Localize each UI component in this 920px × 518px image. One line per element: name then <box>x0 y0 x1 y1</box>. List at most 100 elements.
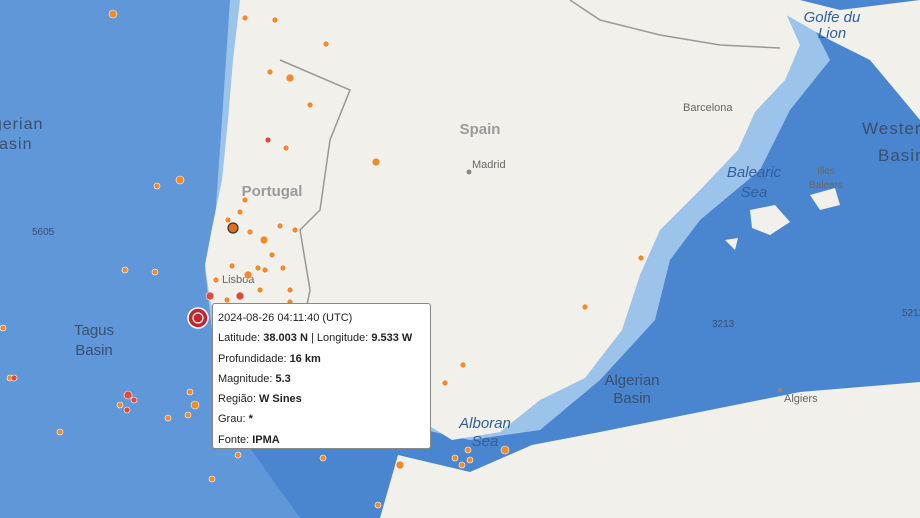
popup-label: Latitude: <box>218 332 261 345</box>
sea-label: WesternBasin <box>862 119 920 165</box>
earthquake-marker[interactable] <box>581 303 589 311</box>
popup-label: Grau: <box>218 413 246 426</box>
earthquake-marker[interactable] <box>637 254 645 262</box>
earthquake-marker[interactable] <box>395 460 405 470</box>
popup-label: Profundidade: <box>218 352 287 365</box>
earthquake-marker[interactable] <box>276 222 284 230</box>
popup-value: W Sines <box>258 393 302 406</box>
popup-label: Região: <box>218 393 256 406</box>
earthquake-marker[interactable] <box>0 324 7 332</box>
country-label: Spain <box>460 121 501 138</box>
depth-label: 5605 <box>32 227 55 238</box>
city-dot <box>777 387 783 393</box>
popup-value: 5.3 <box>275 372 291 385</box>
earthquake-marker[interactable] <box>371 157 381 167</box>
land <box>760 0 920 120</box>
popup-value: 16 km <box>289 352 321 365</box>
popup-label: Magnitude: <box>218 372 273 385</box>
popup-row: Latitude: 38.003 N | Longitude: 9.533 W <box>218 328 425 348</box>
earthquake-marker[interactable] <box>228 262 236 270</box>
earthquake-marker[interactable] <box>279 264 287 272</box>
earthquake-marker[interactable] <box>256 286 264 294</box>
earthquake-marker[interactable] <box>246 228 254 236</box>
earthquake-marker[interactable] <box>464 446 472 454</box>
earthquake-marker[interactable] <box>108 9 118 19</box>
earthquake-marker[interactable] <box>261 266 269 274</box>
earthquake-marker[interactable] <box>322 40 330 48</box>
earthquake-marker[interactable] <box>243 270 253 280</box>
popup-label: Fonte: <box>218 433 250 446</box>
earthquake-marker[interactable] <box>254 264 262 272</box>
earthquake-marker[interactable] <box>227 222 239 234</box>
popup-row: Região: W Sines <box>218 389 425 409</box>
sea-label: Golfe du Lion <box>804 9 861 42</box>
earthquake-marker[interactable] <box>212 276 220 284</box>
earthquake-marker[interactable] <box>151 268 159 276</box>
earthquake-marker[interactable] <box>205 291 215 301</box>
popup-row: Fonte: IPMA <box>218 430 425 450</box>
earthquake-marker[interactable] <box>208 475 216 483</box>
depth-label: 5211 <box>902 308 920 319</box>
earthquake-marker[interactable] <box>190 400 200 410</box>
earthquake-marker[interactable] <box>268 251 276 259</box>
earthquake-marker[interactable] <box>184 411 192 419</box>
city-label: Algiers <box>784 393 818 405</box>
earthquake-marker[interactable] <box>10 374 18 382</box>
earthquake-marker[interactable] <box>175 175 185 185</box>
earthquake-marker[interactable] <box>271 16 279 24</box>
earthquake-marker[interactable] <box>319 454 327 462</box>
earthquake-marker[interactable] <box>241 196 249 204</box>
earthquake-marker[interactable] <box>459 361 467 369</box>
earthquake-marker[interactable] <box>282 144 290 152</box>
earthquake-marker[interactable] <box>441 379 449 387</box>
earthquake-marker[interactable] <box>374 501 382 509</box>
island-label: Illes Balears <box>809 166 843 191</box>
earthquake-marker[interactable] <box>56 428 64 436</box>
earthquake-marker[interactable] <box>466 456 474 464</box>
earthquake-marker[interactable] <box>235 291 245 301</box>
earthquake-marker[interactable] <box>458 461 466 469</box>
earthquake-marker[interactable] <box>116 401 124 409</box>
earthquake-marker[interactable] <box>121 266 129 274</box>
earthquake-marker[interactable] <box>153 182 161 190</box>
earthquake-marker[interactable] <box>234 451 242 459</box>
popup-row: Profundidade: 16 km <box>218 349 425 369</box>
country-label: Portugal <box>242 183 303 200</box>
popup: 2024-08-26 04:11:40 (UTC) Latitude: 38.0… <box>212 303 431 449</box>
earthquake-marker[interactable] <box>130 396 138 404</box>
city-dot <box>466 169 472 175</box>
earthquake-marker[interactable] <box>291 226 299 234</box>
sea-label: Balearic Sea <box>727 164 782 201</box>
earthquake-marker[interactable] <box>306 101 314 109</box>
popup-value: * <box>248 413 253 426</box>
earthquake-marker[interactable] <box>266 68 274 76</box>
popup-value: IPMA <box>252 433 280 446</box>
selected-earthquake[interactable] <box>187 307 209 329</box>
earthquake-marker[interactable] <box>500 445 510 455</box>
earthquake-marker[interactable] <box>224 216 232 224</box>
earthquake-marker[interactable] <box>241 14 249 22</box>
earthquake-marker[interactable] <box>264 136 272 144</box>
earthquake-marker[interactable] <box>123 390 133 400</box>
earthquake-marker[interactable] <box>285 73 295 83</box>
border <box>569 0 781 49</box>
popup-row: Magnitude: 5.3 <box>218 369 425 389</box>
earthquake-marker[interactable] <box>164 414 172 422</box>
city-label: Madrid <box>472 159 506 171</box>
earthquake-marker[interactable] <box>123 406 131 414</box>
earthquake-marker[interactable] <box>186 388 194 396</box>
popup-value: 9.533 W <box>371 332 413 345</box>
earthquake-marker[interactable] <box>451 454 459 462</box>
city-label: Barcelona <box>683 102 733 114</box>
sea-label: Tagus Basin <box>74 322 114 359</box>
selected-earthquake-ring <box>192 312 204 324</box>
earthquake-marker[interactable] <box>286 286 294 294</box>
earthquake-marker[interactable] <box>259 235 269 245</box>
sea-label: Alboran Sea <box>458 415 511 450</box>
popup-row: Grau: * <box>218 409 425 429</box>
island <box>725 188 840 250</box>
earthquake-marker[interactable] <box>236 208 244 216</box>
